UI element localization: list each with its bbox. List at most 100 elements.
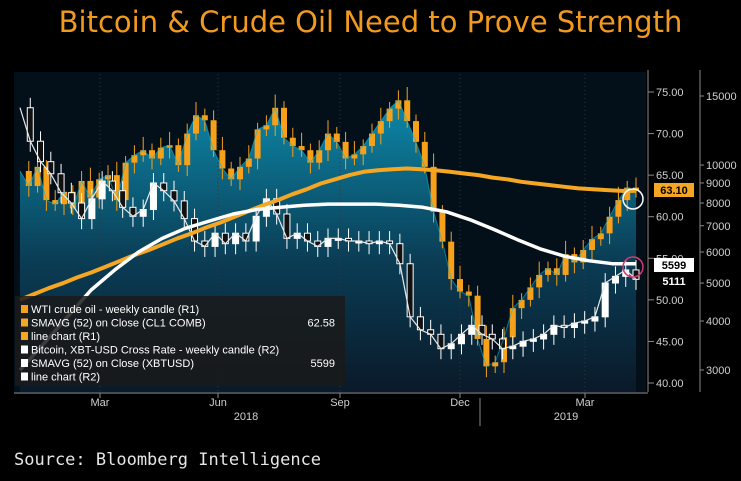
oil-last-value: 63.10 <box>654 183 694 197</box>
oil-candle <box>122 162 129 201</box>
legend-box <box>15 296 345 386</box>
oil-candle <box>166 145 173 148</box>
oil-candle <box>61 191 67 205</box>
btc-smavg-last-value-box <box>654 258 694 272</box>
oil-candle <box>518 299 525 309</box>
btc-highlight-circle <box>622 256 644 278</box>
oil-candle <box>413 121 419 142</box>
oil-candle <box>430 166 437 212</box>
right-tick-label: 10000 <box>706 160 737 172</box>
legend-swatch <box>21 372 28 381</box>
oil-candle <box>52 200 59 205</box>
oil-candle <box>386 108 393 122</box>
oil-candle <box>553 268 560 275</box>
oil-candle <box>536 274 543 288</box>
oil-candle <box>501 337 507 363</box>
right-tick-label: 4000 <box>706 316 730 328</box>
oil-candle <box>307 150 314 163</box>
oil-candle <box>333 133 340 142</box>
left-tick-label: 65.00 <box>656 170 684 182</box>
oil-candle <box>140 150 147 156</box>
btc-last-value-text: 5111 <box>662 276 685 288</box>
x-tick-label: Mar <box>576 397 595 409</box>
legend-swatch <box>21 305 28 313</box>
oil-candle <box>589 239 595 250</box>
oil-candle <box>184 133 191 166</box>
btc-smavg-line <box>18 202 637 372</box>
oil-candle <box>237 166 243 180</box>
chart-title: Bitcoin & Crude Oil Need to Prove Streng… <box>58 5 683 39</box>
oil-last-value-box <box>654 183 694 197</box>
right-tick-label: 6000 <box>706 247 730 259</box>
btc-smavg-last-value-text: 5599 <box>662 260 686 272</box>
left-tick-label: 50.00 <box>656 295 684 307</box>
oil-candle <box>298 146 305 151</box>
oil-candle <box>606 216 613 234</box>
x-tick-label: Mar <box>91 397 110 409</box>
legend-value: 5599 <box>311 358 335 370</box>
oil-candle <box>351 154 358 159</box>
x-tick-label: Sep <box>330 397 350 409</box>
legend-value: 62.58 <box>307 318 335 330</box>
oil-candle <box>360 146 367 155</box>
legend-swatch <box>21 359 28 367</box>
oil-candle <box>580 249 587 263</box>
oil-highlight-circle <box>622 188 644 210</box>
oil-candle <box>131 155 138 163</box>
legend-swatch <box>21 345 28 354</box>
btc-smavg-last-value: 5599 <box>654 258 694 272</box>
legend-label: line chart (R2) <box>31 372 100 384</box>
oil-candle <box>201 115 208 121</box>
right-tick-label: 5000 <box>706 278 730 290</box>
oil-line-chart <box>19 99 637 368</box>
oil-candle <box>193 115 199 134</box>
oil-candle <box>228 168 235 180</box>
x-tick-label: Dec <box>450 397 470 409</box>
oil-candle <box>263 125 270 130</box>
oil-candle <box>105 175 111 180</box>
btc-line-chart <box>19 107 637 350</box>
legend-swatch <box>21 318 28 327</box>
left-tick-label: 40.00 <box>656 378 684 390</box>
oil-candle <box>483 338 490 367</box>
x-tick-label: Jun <box>209 397 227 409</box>
left-tick-label: 45.00 <box>656 336 684 348</box>
oil-candle <box>509 308 516 338</box>
oil-candle <box>395 100 402 109</box>
oil-candle <box>113 175 120 201</box>
oil-candle <box>624 187 631 201</box>
oil-candle <box>492 362 499 367</box>
oil-candle <box>289 137 296 147</box>
legend-label: WTI crude oil - weekly candle (R1) <box>31 304 199 316</box>
oil-candle <box>562 254 569 275</box>
oil-candle <box>457 279 463 292</box>
oil-candle <box>527 287 534 300</box>
right-tick-label: 15000 <box>706 91 737 103</box>
oil-candle <box>34 166 41 186</box>
oil-candle <box>404 100 411 122</box>
oil-candle <box>149 150 155 159</box>
oil-candle <box>545 268 551 275</box>
btc-last-value: 5111 <box>654 274 694 288</box>
oil-candle <box>325 133 331 151</box>
oil-candle <box>281 107 287 138</box>
oil-candle <box>474 295 481 339</box>
oil-candle <box>25 170 32 186</box>
x-year-label: 2018 <box>234 411 258 423</box>
oil-candle <box>448 241 455 280</box>
oil-candle <box>272 107 279 126</box>
oil-smavg-line <box>19 166 636 302</box>
oil-candle <box>43 166 50 201</box>
left-tick-label: 60.00 <box>656 212 684 224</box>
oil-candle <box>175 145 182 166</box>
oil-candle <box>87 180 94 198</box>
legend-label: SMAVG (52) on Close (XBTUSD) <box>31 358 194 370</box>
oil-candle <box>245 158 252 167</box>
btc-last-value-box <box>654 274 694 288</box>
oil-candle <box>210 120 217 151</box>
oil-candle <box>615 200 622 217</box>
left-tick-label: 75.00 <box>656 87 684 99</box>
legend-label: Bitcoin, XBT-USD Cross Rate - weekly can… <box>31 345 279 357</box>
oil-candle <box>369 133 375 147</box>
